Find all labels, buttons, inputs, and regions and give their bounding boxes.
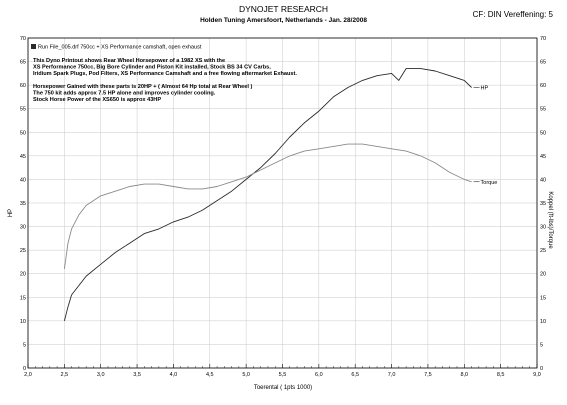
legend-entry: Run File_005.drf 750cc + XS Performance … bbox=[38, 45, 202, 51]
x-tick-label: 3,5 bbox=[133, 372, 141, 378]
y-tick-label-right: 10 bbox=[540, 319, 546, 325]
y-tick-label-left: 50 bbox=[20, 130, 26, 136]
annotation-block: This Dyno Printout shows Rear Wheel Hors… bbox=[33, 58, 297, 103]
x-tick-label: 3,0 bbox=[97, 372, 105, 378]
annotation-line: The 750 kit adds approx 7.5 HP alone and… bbox=[33, 90, 216, 96]
series-label-torque: Torque bbox=[481, 180, 498, 186]
x-tick-label: 4,5 bbox=[206, 372, 214, 378]
series-label-hp: HP bbox=[481, 86, 489, 92]
y-tick-label-left: 40 bbox=[20, 177, 26, 183]
chart-subtitle: Holden Tuning Amersfoort, Netherlands - … bbox=[200, 17, 367, 24]
y-tick-label-right: 25 bbox=[540, 248, 546, 254]
series-layer: HP Torque bbox=[63, 68, 498, 322]
y-axis-left-label: HP bbox=[8, 209, 14, 217]
y-tick-label-left: 5 bbox=[23, 342, 26, 348]
chart-title: DYNOJET RESEARCH bbox=[238, 4, 329, 14]
y-tick-label-right: 55 bbox=[540, 107, 546, 113]
y-tick-label-left: 65 bbox=[20, 60, 26, 66]
y-tick-label-right: 15 bbox=[540, 295, 546, 301]
x-tick-label: 8,0 bbox=[460, 372, 468, 378]
y-tick-label-right: 70 bbox=[540, 36, 546, 42]
y-tick-label-right: 35 bbox=[540, 201, 546, 207]
y-tick-label-left: 60 bbox=[20, 83, 26, 89]
x-tick-label: 7,5 bbox=[424, 372, 432, 378]
correction-factor-label: CF: DIN Vereffening: 5 bbox=[472, 10, 553, 19]
y-tick-label-left: 25 bbox=[20, 248, 26, 254]
y-axis-right-label: Koppel (ft-lbs)/Torque bbox=[547, 191, 553, 249]
y-tick-label-left: 45 bbox=[20, 154, 26, 160]
legend-swatch bbox=[31, 44, 36, 49]
x-tick-label: 2,0 bbox=[24, 372, 32, 378]
x-tick-label: 9,0 bbox=[533, 372, 541, 378]
x-tick-label: 2,5 bbox=[61, 372, 69, 378]
y-tick-label-right: 65 bbox=[540, 60, 546, 66]
x-axis-ticks: 2,0 2,5 3,0 3,5 4,0 4,5 5,0 5,5 6,0 6,5 7,0 7,5 8,0 8… bbox=[24, 364, 541, 378]
y-tick-label-right: 40 bbox=[540, 177, 546, 183]
annotation-line: Iridium Spark Plugs, Pod Filters, XS Per… bbox=[33, 71, 297, 77]
y-tick-label-right: 45 bbox=[540, 154, 546, 160]
x-axis-label: Toerental ( 1pts 1000) bbox=[254, 385, 312, 391]
y-tick-label-left: 70 bbox=[20, 36, 26, 42]
y-tick-label-right: 50 bbox=[540, 130, 546, 136]
y-tick-label-left: 35 bbox=[20, 201, 26, 207]
annotation-line: Stock Horse Power of the XS650 is approx… bbox=[33, 97, 161, 103]
x-tick-label: 8,5 bbox=[497, 372, 505, 378]
x-tick-label: 5,5 bbox=[279, 372, 287, 378]
y-tick-label-left: 20 bbox=[20, 272, 26, 278]
series-line-hp bbox=[63, 68, 472, 322]
y-tick-label-right: 30 bbox=[540, 225, 546, 231]
y-tick-label-left: 30 bbox=[20, 225, 26, 231]
y-tick-label-left: 55 bbox=[20, 107, 26, 113]
y-tick-label-right: 60 bbox=[540, 83, 546, 89]
x-tick-label: 7,0 bbox=[388, 372, 396, 378]
x-tick-label: 5,0 bbox=[242, 372, 250, 378]
y-tick-label-right: 5 bbox=[540, 342, 543, 348]
annotation-line: Horsepower Gained with these parts is 20… bbox=[33, 84, 252, 90]
y-axis-right-ticks: 0 5 10 15 20 25 30 35 40 45 50 55 60 65 70 bbox=[540, 36, 546, 372]
series-line-torque bbox=[63, 143, 472, 270]
y-tick-label-left: 15 bbox=[20, 295, 26, 301]
y-axis-left-ticks: 0 5 10 15 20 25 30 35 40 45 50 55 60 65 70 bbox=[20, 36, 26, 372]
x-tick-label: 4,0 bbox=[170, 372, 178, 378]
x-tick-label: 6,0 bbox=[315, 372, 323, 378]
x-tick-label: 6,5 bbox=[351, 372, 359, 378]
annotation-line: XS Performance 750cc, Big Bore Cylinder … bbox=[33, 65, 271, 71]
annotation-line: This Dyno Printout shows Rear Wheel Hors… bbox=[33, 58, 225, 64]
y-tick-label-left: 0 bbox=[23, 366, 26, 372]
y-tick-label-left: 10 bbox=[20, 319, 26, 325]
y-tick-label-right: 0 bbox=[540, 366, 543, 372]
y-tick-label-right: 20 bbox=[540, 272, 546, 278]
